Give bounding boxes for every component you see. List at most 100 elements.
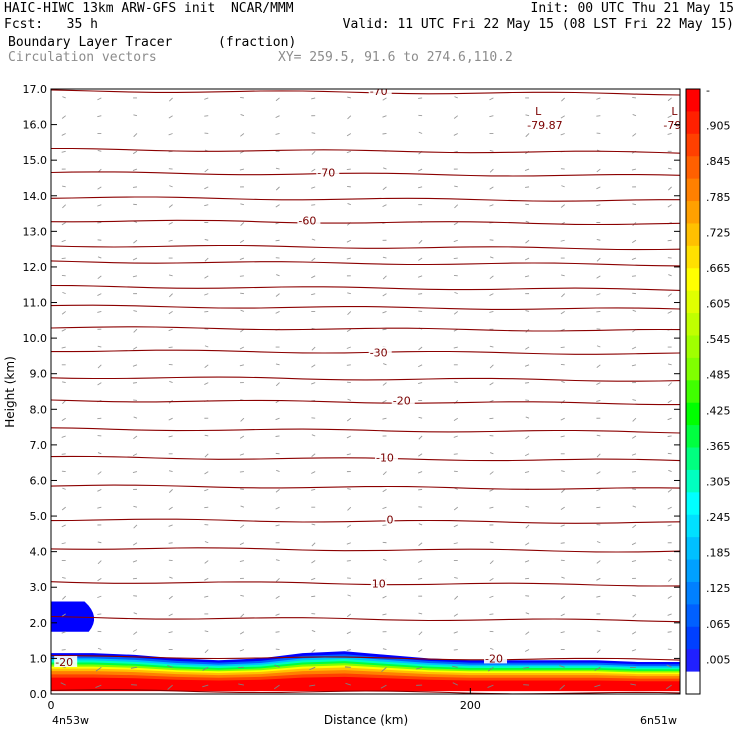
circulation-vector [631, 257, 637, 260]
circulation-vector [525, 114, 530, 117]
colorbar-label: .185 [706, 547, 731, 560]
circulation-vector [632, 309, 637, 312]
circulation-vector [204, 115, 209, 117]
circulation-vector [132, 649, 138, 652]
circulation-vector [596, 595, 601, 598]
overlay-name: Circulation vectors [8, 50, 157, 65]
circulation-vector [274, 664, 280, 668]
circulation-vector [560, 524, 565, 527]
circulation-vector [204, 471, 209, 475]
circulation-vector [97, 560, 102, 565]
y-tick-label: 16.0 [23, 119, 48, 132]
circulation-vector [133, 239, 138, 244]
header-line2-right: Valid: 11 UTC Fri 22 May 15 (08 LST Fri … [342, 17, 734, 32]
circulation-vector [346, 150, 351, 154]
contour-label: -10 [376, 451, 394, 464]
circulation-vector [559, 665, 565, 668]
colorbar-swatch [686, 156, 700, 180]
circulation-vector [240, 417, 245, 422]
circulation-vector [97, 149, 102, 152]
colorbar-swatch [686, 245, 700, 269]
circulation-vector [418, 631, 423, 636]
x-end-label-right: 6n51w [640, 714, 677, 727]
circulation-vector [525, 239, 530, 244]
contour-label: -20 [55, 656, 73, 669]
circulation-vector [132, 453, 138, 457]
circulation-vector [525, 382, 530, 384]
colorbar-swatch [686, 313, 700, 336]
circulation-vector [97, 595, 102, 599]
y-tick-label: 7.0 [30, 439, 48, 452]
circulation-vector [418, 239, 423, 244]
colorbar-swatch [686, 357, 700, 381]
circulation-vector [169, 185, 173, 188]
circulation-vector [453, 222, 458, 226]
circulation-vector [346, 631, 352, 635]
temperature-contour [51, 581, 680, 587]
y-tick-label: 5.0 [30, 510, 48, 523]
circulation-vector [62, 96, 66, 99]
circulation-vector [382, 417, 387, 420]
circulation-vector [168, 613, 173, 617]
circulation-vector [631, 453, 637, 456]
circulation-vector [204, 97, 209, 100]
y-tick-label: 14.0 [23, 190, 48, 203]
circulation-vector [418, 453, 423, 457]
circulation-vector [204, 293, 209, 296]
circulation-vector [346, 133, 352, 137]
circulation-vector [61, 133, 66, 136]
circulation-vector [97, 222, 102, 224]
contour-label-bg [368, 89, 392, 96]
circulation-vector [418, 186, 423, 189]
field-name: Boundary Layer Tracer [8, 35, 173, 50]
colorbar-swatch [686, 268, 700, 292]
circulation-vector [168, 311, 173, 315]
circulation-vector [132, 257, 138, 261]
circulation-vector [202, 666, 209, 671]
circulation-vector [168, 489, 173, 493]
circulation-vector [133, 310, 138, 312]
circulation-vector [525, 542, 530, 546]
y-tick-label: 17.0 [23, 83, 48, 96]
circulation-vector [489, 310, 494, 313]
contour-label-bg [316, 166, 340, 178]
circulation-vector [168, 595, 173, 600]
temperature-contour [51, 219, 680, 226]
circulation-vector [453, 613, 458, 617]
circulation-vector [204, 238, 209, 241]
circulation-vector [596, 488, 601, 492]
circulation-vector [204, 560, 209, 564]
circulation-vector [132, 168, 138, 171]
circulation-vector [311, 150, 316, 155]
circulation-vector [240, 613, 245, 618]
circulation-vector [452, 682, 458, 686]
y-tick-label: 9.0 [30, 368, 48, 381]
circulation-vector [418, 416, 423, 419]
circulation-vector [596, 649, 601, 654]
circulation-vector [561, 97, 565, 102]
circulation-vector [489, 97, 494, 101]
y-tick-label: 11.0 [23, 297, 48, 310]
circulation-vector [311, 238, 316, 241]
circulation-vector [204, 577, 209, 581]
circulation-vector [62, 595, 66, 600]
circulation-vector [275, 578, 280, 582]
temperature-contour [51, 484, 680, 490]
contour-label: 0 [386, 514, 393, 527]
contour-label: -20 [393, 394, 411, 407]
circulation-vector [666, 684, 672, 690]
circulation-vector [132, 577, 138, 580]
colorbar-swatch [686, 290, 700, 314]
circulation-vector [418, 346, 423, 351]
circulation-vector [202, 684, 209, 688]
circulation-vector [631, 346, 637, 350]
circulation-vector [382, 488, 387, 493]
circulation-vector [525, 310, 530, 312]
circulation-vector [631, 649, 637, 652]
colorbar-label: .605 [706, 298, 731, 311]
circulation-vector [239, 257, 245, 260]
circulation-vector [596, 186, 601, 190]
circulation-vector [522, 666, 530, 669]
circulation-vector [525, 186, 530, 188]
circulation-vector [311, 577, 316, 581]
